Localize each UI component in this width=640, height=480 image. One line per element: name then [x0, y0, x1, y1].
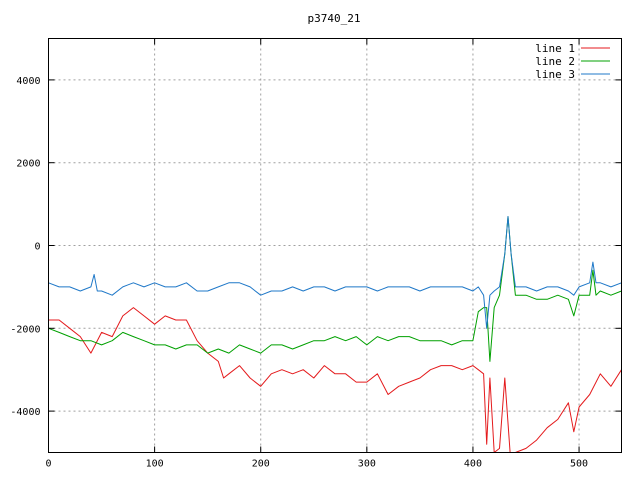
chart-title: p3740_21: [308, 12, 361, 25]
axis-ticks: 0 100 200 300 400 500 -4000 -2000 0 2000 4000: [10, 38, 622, 470]
legend-label-2: line 2: [535, 55, 575, 68]
y-tick-label: -2000: [10, 324, 40, 335]
y-tick-label: -4000: [10, 407, 40, 418]
series-layer: [48, 216, 622, 453]
y-tick-label: 2000: [16, 159, 40, 170]
x-tick-label: 200: [252, 459, 270, 470]
legend-label-1: line 1: [535, 42, 575, 55]
series-line-1: [48, 307, 622, 453]
x-tick-label: 300: [358, 459, 376, 470]
series-line-2: [48, 216, 622, 362]
y-tick-label: 0: [34, 242, 40, 253]
x-tick-label: 500: [570, 459, 588, 470]
series-line-3: [48, 216, 622, 329]
x-tick-label: 400: [464, 459, 482, 470]
y-tick-label: 4000: [16, 76, 40, 87]
grid-lines: [48, 38, 622, 453]
x-tick-label: 0: [45, 459, 51, 470]
x-tick-label: 100: [146, 459, 164, 470]
legend-label-3: line 3: [535, 68, 575, 81]
